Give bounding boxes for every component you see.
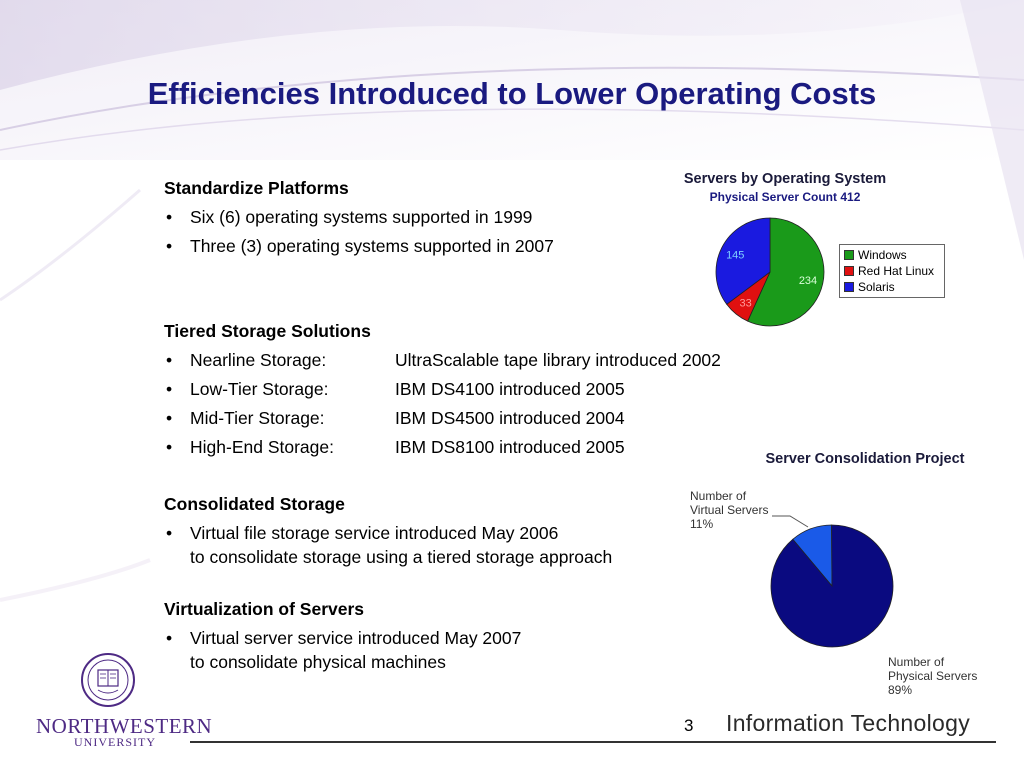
pie-slice-windows [747,217,825,327]
legend-item-windows: Windows [844,247,940,263]
annotation-line: Number of [690,489,747,503]
brand-label: Information Technology [726,710,970,736]
annotation-virtual: Number of Virtual Servers 11% [690,489,768,531]
legend-swatch [844,282,854,292]
legend-item-solaris: Solaris [844,279,940,295]
university-seal-logo [81,653,135,707]
bullet-line: to consolidate physical machines [190,652,446,672]
annotation-line: Physical Servers [888,669,978,683]
os-pie-chart: 234 33 145 [715,217,825,327]
storage-desc: IBM DS4100 introduced 2005 [395,379,625,399]
os-legend: Windows Red Hat Linux Solaris [839,244,945,298]
legend-swatch [844,266,854,276]
legend-label: Windows [858,248,907,262]
page-title: Efficiencies Introduced to Lower Operati… [147,76,877,111]
bullet-item: High-End Storage: IBM DS8100 introduced 2… [164,435,784,464]
bullet-item: Virtual server service introduced May 20… [164,626,784,674]
section-heading-virtualization: Virtualization of Servers [164,599,365,619]
bullet-item: Three (3) operating systems supported in… [164,234,784,263]
legend-label: Red Hat Linux [858,264,935,278]
annotation-physical: Number of Physical Servers 89% [888,655,977,697]
annotation-leader-line [772,515,809,528]
section-heading-consolidated: Consolidated Storage [164,494,345,514]
bullet-item: Six (6) operating systems supported in 1… [164,205,784,234]
storage-term: Nearline Storage: [190,350,327,370]
section-heading-tiered: Tiered Storage Solutions [164,321,371,341]
pie-value-label: 234 [799,275,817,287]
consolidation-pie-chart [770,524,894,648]
bullet-item: Virtual file storage service introduced … [164,521,784,569]
footer-divider [190,741,996,743]
page-number: 3 [684,716,694,735]
pie-value-label: 33 [739,297,751,309]
bullet-item: Nearline Storage: UltraScalable tape libr… [164,348,784,377]
annotation-line: Virtual Servers [690,503,769,517]
bullet-line: Virtual server service introduced May 20… [190,628,522,648]
bullet-line: Virtual file storage service introduced … [190,523,559,543]
slide-content: Standardize Platforms Six (6) operating … [164,176,784,674]
section-heading-standardize: Standardize Platforms [164,178,349,198]
university-wordmark: NORTHWESTERN [36,714,213,738]
university-subtext: UNIVERSITY [74,735,156,749]
storage-term: Mid-Tier Storage: [190,408,325,428]
storage-desc: IBM DS8100 introduced 2005 [395,437,625,457]
annotation-line: Number of [888,655,945,669]
annotation-line: 89% [888,683,913,697]
pie-value-label: 145 [726,250,744,262]
bullet-item: Low-Tier Storage: IBM DS4100 introduced 2… [164,377,784,406]
pie-slice-number-of-physical-servers [770,524,894,648]
storage-desc: UltraScalable tape library introduced 20… [395,350,721,370]
storage-desc: IBM DS4500 introduced 2004 [395,408,625,428]
storage-term: High-End Storage: [190,437,334,457]
storage-term: Low-Tier Storage: [190,379,329,399]
legend-label: Solaris [858,280,895,294]
chart-title-consolidation: Server Consolidation Project [765,451,965,467]
legend-item-redhat: Red Hat Linux [844,263,940,279]
bullet-item: Mid-Tier Storage: IBM DS4500 introduced 2… [164,406,784,435]
chart-subtitle-os: Physical Server Count 412 [709,190,861,204]
chart-title-os: Servers by Operating System [683,171,887,187]
bullet-line: to consolidate storage using a tiered st… [190,547,613,567]
annotation-line: 11% [690,517,714,531]
legend-swatch [844,250,854,260]
pie-slice-solaris [715,217,771,305]
